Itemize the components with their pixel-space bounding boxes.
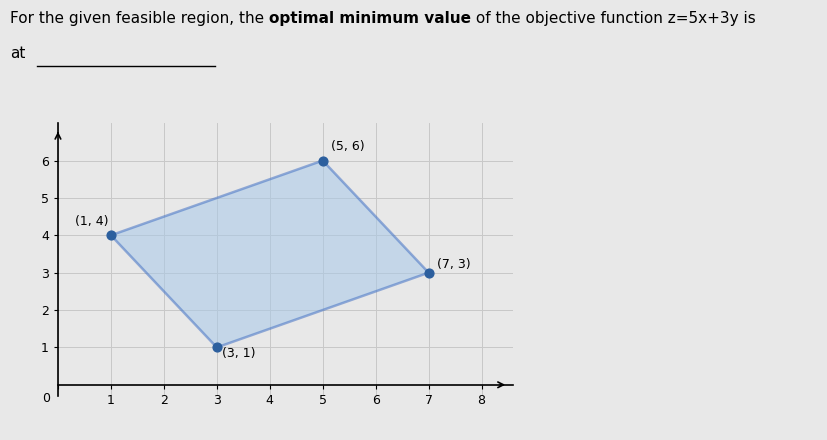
Text: (1, 4): (1, 4) bbox=[74, 215, 108, 228]
Point bbox=[104, 232, 117, 239]
Polygon shape bbox=[111, 161, 428, 348]
Text: (5, 6): (5, 6) bbox=[330, 140, 364, 153]
Point bbox=[316, 157, 329, 164]
Text: at: at bbox=[10, 46, 26, 61]
Text: of the objective function z=5x+3y is: of the objective function z=5x+3y is bbox=[471, 11, 755, 26]
Text: 0: 0 bbox=[42, 392, 50, 404]
Point bbox=[422, 269, 435, 276]
Point bbox=[210, 344, 223, 351]
Text: (7, 3): (7, 3) bbox=[436, 258, 470, 271]
Text: optimal minimum value: optimal minimum value bbox=[269, 11, 471, 26]
Text: For the given feasible region, the: For the given feasible region, the bbox=[10, 11, 269, 26]
Text: (3, 1): (3, 1) bbox=[222, 348, 256, 360]
